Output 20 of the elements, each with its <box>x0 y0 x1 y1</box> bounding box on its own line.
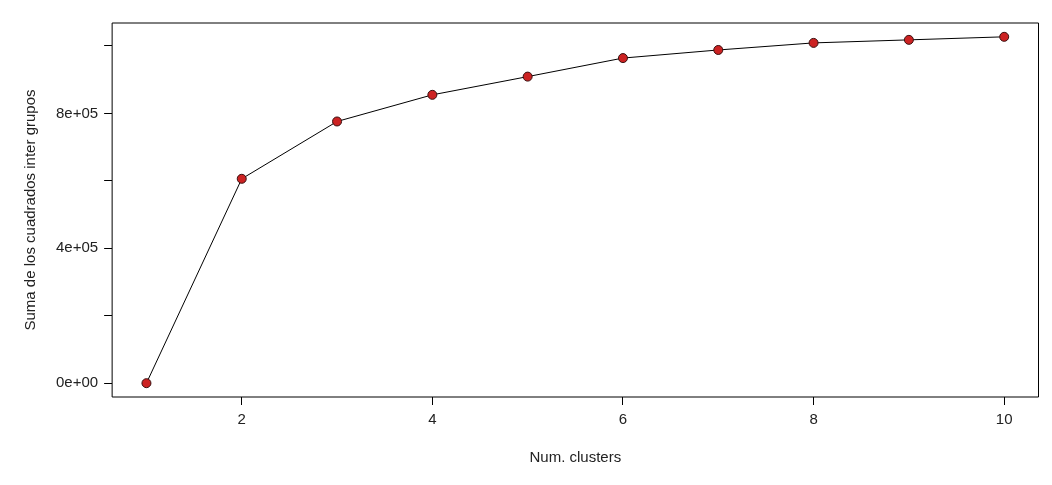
point <box>141 378 152 389</box>
y-tick-label: 8e+05 <box>55 103 99 121</box>
point <box>617 53 628 64</box>
point <box>427 89 438 100</box>
point <box>999 31 1010 42</box>
point <box>522 71 533 82</box>
x-tick-label: 2 <box>237 410 246 428</box>
x-tick-label: 8 <box>809 410 818 428</box>
y-axis-title: Suma de los cuadrados inter grupos <box>21 89 39 331</box>
point <box>808 37 819 48</box>
point <box>903 34 914 45</box>
x-tick-label: 4 <box>428 410 437 428</box>
y-tick-label: 0e+00 <box>55 373 99 391</box>
point <box>713 44 724 55</box>
point <box>236 173 247 184</box>
point <box>332 116 343 127</box>
y-tick-label: 4e+05 <box>55 238 99 256</box>
x-tick-label: 6 <box>618 410 628 428</box>
x-axis-title: Num. clusters <box>529 448 622 466</box>
x-tick-label: 10 <box>995 410 1013 428</box>
